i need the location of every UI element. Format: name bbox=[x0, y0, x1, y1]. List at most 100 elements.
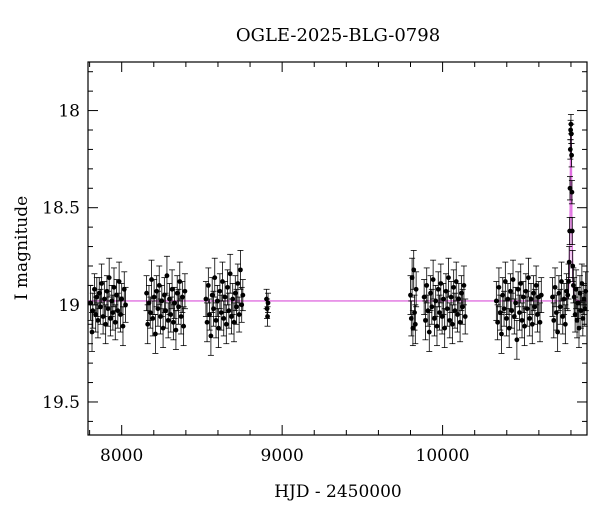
data-point bbox=[565, 292, 571, 298]
data-point bbox=[572, 312, 578, 317]
data-point bbox=[94, 294, 100, 300]
data-point bbox=[265, 300, 271, 306]
data-point bbox=[211, 306, 216, 312]
data-point bbox=[570, 263, 576, 269]
data-point bbox=[508, 288, 513, 294]
data-point bbox=[509, 308, 515, 314]
data-point bbox=[236, 312, 242, 317]
data-point bbox=[163, 308, 169, 314]
data-point bbox=[533, 283, 539, 288]
data-point bbox=[446, 275, 451, 281]
model-curve bbox=[88, 128, 588, 302]
data-point bbox=[552, 284, 558, 290]
data-point bbox=[106, 275, 112, 281]
data-point bbox=[179, 294, 185, 300]
data-point bbox=[502, 279, 508, 284]
data-point bbox=[181, 323, 187, 329]
data-point bbox=[408, 316, 414, 321]
data-point bbox=[182, 288, 188, 294]
data-point bbox=[207, 312, 213, 317]
data-point bbox=[429, 304, 435, 310]
data-point bbox=[426, 329, 432, 335]
data-point bbox=[550, 294, 555, 300]
y-tick-label: 18 bbox=[58, 102, 80, 122]
data-point bbox=[115, 308, 121, 314]
data-point bbox=[223, 321, 229, 327]
data-point bbox=[204, 319, 210, 325]
data-point bbox=[557, 304, 563, 310]
data-point bbox=[408, 292, 413, 298]
data-point bbox=[567, 185, 573, 191]
x-tick-label: 8000 bbox=[100, 446, 143, 466]
data-point bbox=[535, 312, 540, 317]
data-point bbox=[116, 279, 122, 284]
data-point bbox=[493, 298, 499, 304]
data-point bbox=[439, 314, 445, 319]
data-point bbox=[559, 279, 564, 284]
data-point bbox=[514, 337, 520, 343]
data-point bbox=[437, 310, 442, 316]
data-point bbox=[234, 304, 239, 310]
data-point bbox=[88, 300, 93, 306]
data-point bbox=[208, 333, 214, 339]
data-point bbox=[170, 319, 176, 325]
x-tick-label: 10000 bbox=[416, 446, 470, 466]
data-point bbox=[527, 316, 533, 321]
data-point bbox=[213, 317, 219, 323]
data-point bbox=[444, 306, 450, 312]
data-point bbox=[456, 296, 462, 302]
data-point bbox=[214, 298, 220, 304]
data-point bbox=[218, 310, 224, 316]
data-point bbox=[532, 304, 538, 310]
data-point bbox=[178, 314, 184, 319]
data-point bbox=[551, 317, 557, 323]
data-point bbox=[460, 304, 466, 310]
y-axis-label: I magnitude bbox=[12, 196, 32, 300]
y-tick-label: 18.5 bbox=[42, 199, 80, 219]
data-point bbox=[515, 286, 521, 292]
data-point bbox=[110, 310, 116, 316]
data-point bbox=[152, 331, 158, 337]
data-point bbox=[229, 314, 234, 319]
data-point bbox=[578, 308, 584, 314]
data-point bbox=[411, 267, 417, 273]
data-point bbox=[147, 310, 153, 316]
data-point bbox=[151, 294, 157, 300]
data-point bbox=[230, 296, 236, 302]
data-point bbox=[453, 279, 459, 284]
data-point bbox=[555, 329, 561, 335]
data-point bbox=[575, 300, 581, 306]
data-point bbox=[580, 316, 586, 321]
data-point bbox=[173, 327, 179, 333]
data-point bbox=[111, 284, 117, 290]
data-point bbox=[520, 294, 526, 300]
data-point bbox=[569, 152, 574, 158]
data-point bbox=[221, 316, 227, 321]
data-point bbox=[501, 306, 507, 312]
data-point bbox=[528, 296, 534, 302]
data-point bbox=[461, 283, 467, 288]
data-point bbox=[440, 296, 446, 302]
data-point bbox=[421, 294, 427, 300]
data-point bbox=[176, 304, 181, 310]
data-point bbox=[205, 283, 211, 288]
y-tick-label: 19.5 bbox=[42, 393, 80, 413]
data-point bbox=[452, 308, 458, 314]
data-point bbox=[226, 308, 232, 314]
data-point bbox=[89, 329, 95, 335]
data-point bbox=[203, 296, 209, 302]
data-point bbox=[451, 284, 457, 290]
data-point bbox=[568, 131, 574, 137]
data-point bbox=[217, 288, 223, 294]
data-point bbox=[447, 317, 453, 323]
data-point bbox=[227, 271, 233, 277]
data-point bbox=[103, 321, 109, 327]
data-point bbox=[504, 316, 510, 321]
data-point bbox=[410, 325, 416, 331]
data-point bbox=[168, 312, 174, 317]
chart-title: OGLE-2025-BLG-0798 bbox=[236, 25, 440, 46]
data-point bbox=[569, 228, 575, 234]
data-point bbox=[164, 273, 170, 279]
data-point bbox=[574, 317, 580, 323]
data-point bbox=[573, 286, 579, 292]
